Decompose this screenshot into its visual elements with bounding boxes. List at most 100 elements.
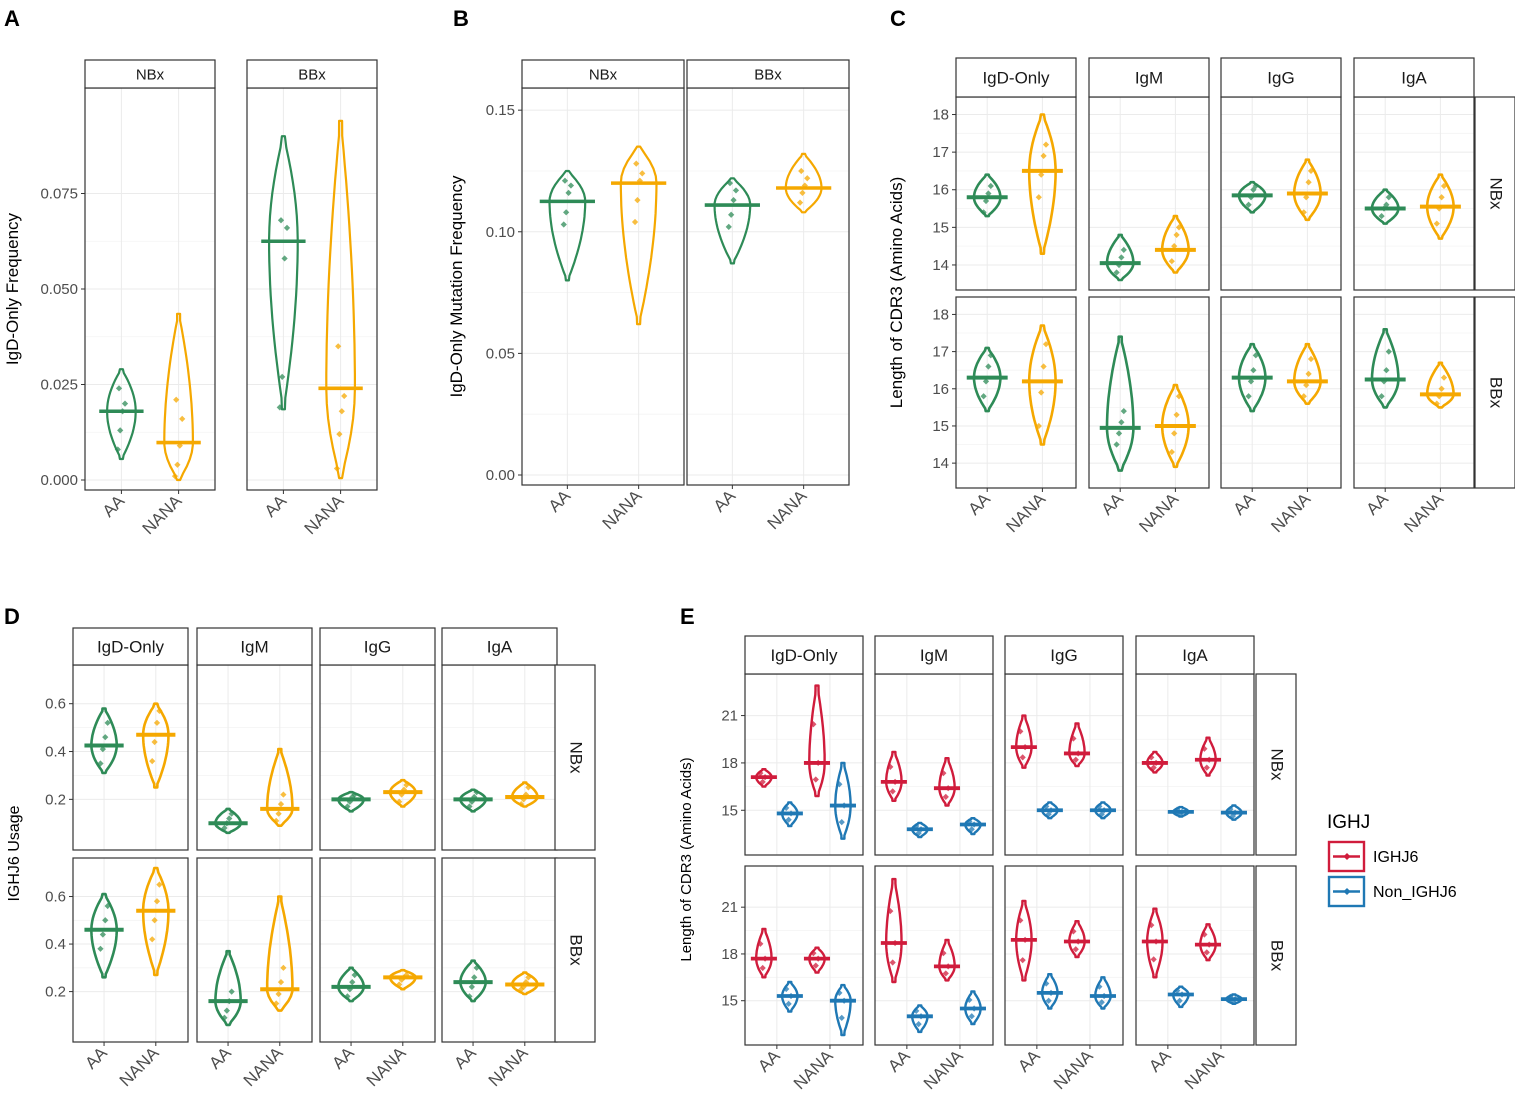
data-point — [1173, 231, 1180, 238]
violin-aa — [453, 959, 493, 1003]
violin-outline — [1105, 335, 1135, 472]
y-tick-label: 0.4 — [45, 744, 66, 761]
x-tick-label: AA — [1363, 489, 1393, 519]
data-point — [344, 803, 351, 810]
data-point — [1307, 167, 1315, 175]
violin-outline — [1425, 173, 1455, 240]
violin-aa-ighj6 — [880, 750, 907, 802]
y-tick-label: 21 — [721, 899, 738, 916]
facet-d-bbx-igd-only: AA NANA — [72, 857, 189, 1090]
violin-outline — [459, 959, 487, 1003]
violin-outline — [1041, 973, 1059, 1010]
violin-outline — [214, 949, 242, 1027]
y-axis-title: Length of CDR3 (Amino Acids) — [887, 177, 906, 409]
data-point — [466, 803, 473, 810]
data-point — [1042, 141, 1050, 148]
data-point — [1098, 999, 1105, 1006]
strip-label: IgG — [1267, 69, 1294, 88]
data-point — [1019, 957, 1026, 964]
data-point — [1175, 224, 1183, 231]
data-point — [1072, 756, 1079, 763]
y-tick-label: 16 — [932, 381, 949, 398]
y-tick-label: 0.2 — [45, 984, 66, 1001]
data-point — [887, 907, 894, 915]
violin-outline — [972, 173, 1002, 218]
panel-label-b: B — [453, 6, 469, 31]
violin-nana-ighj6 — [1063, 920, 1091, 959]
violin-outline — [1199, 923, 1217, 962]
x-tick-label: AA — [99, 491, 129, 521]
violin-outline — [265, 747, 294, 827]
violin-outline — [388, 778, 417, 808]
panel-bg — [687, 88, 849, 485]
data-point — [341, 392, 348, 400]
facet-strip — [1220, 57, 1342, 98]
violin-outline — [1425, 361, 1455, 409]
y-tick-label: 18 — [932, 306, 949, 323]
data-point — [1252, 352, 1259, 359]
facet-d-nbx-igm: IgM — [196, 627, 313, 851]
violin-nana-ighj6 — [803, 946, 831, 974]
strip-label: IgM — [920, 646, 948, 665]
violin-aa-non_ighj6 — [1036, 801, 1063, 820]
data-point — [1113, 269, 1120, 276]
violin-outline — [1094, 801, 1112, 820]
data-point — [1070, 735, 1077, 742]
facet-strip — [196, 627, 313, 666]
data-point — [273, 1000, 280, 1007]
facet-e-bbx-igg: AA NANA — [1004, 865, 1124, 1093]
strip-label: NBx — [589, 66, 618, 83]
violin-aa-non_ighj6 — [1036, 973, 1063, 1010]
x-tick-label: AA — [710, 486, 740, 516]
violin-outline — [911, 821, 929, 839]
data-point — [1150, 956, 1157, 963]
violin-aa — [966, 173, 1008, 218]
data-point — [151, 917, 158, 924]
chart-b: NBx AA NANA BBx AA NANA 0.00 0.05 0.10 0.15 IgD-On… — [447, 59, 850, 533]
data-point — [1300, 209, 1307, 216]
data-point — [1385, 194, 1392, 201]
data-point — [1096, 983, 1103, 990]
data-point — [1017, 728, 1024, 735]
facet-a-nbx: NBx AA NANA — [84, 59, 216, 538]
violin-nana — [1419, 173, 1461, 240]
panel-label-e: E — [680, 604, 695, 629]
data-point — [1176, 997, 1183, 1004]
violin-nana — [505, 971, 545, 996]
data-point — [783, 804, 790, 812]
panel-border — [196, 857, 313, 1043]
data-point — [1438, 385, 1445, 392]
y-tick-label: 15 — [721, 993, 738, 1010]
y-tick-label: 0.025 — [40, 377, 78, 394]
x-tick-label: AA — [1145, 1046, 1175, 1076]
panel-bg — [1089, 97, 1209, 290]
violin-nana — [1021, 113, 1063, 255]
row-strip — [1255, 865, 1297, 1046]
data-point — [1072, 946, 1079, 953]
row-strip — [1255, 673, 1297, 856]
data-point — [275, 990, 282, 998]
data-point — [1120, 246, 1127, 254]
data-point — [102, 734, 109, 741]
violin-nana — [1286, 158, 1328, 222]
data-point — [1038, 171, 1045, 178]
violin-aa — [1364, 328, 1406, 409]
violin-outline — [1225, 804, 1243, 821]
violin-outline — [337, 966, 365, 1003]
facet-c-nbx-iga: IgA — [1353, 57, 1475, 291]
y-tick-label: 17 — [932, 144, 949, 161]
violin-outline — [781, 980, 799, 1013]
facet-strip — [1004, 635, 1124, 675]
violin-outline — [1370, 188, 1400, 225]
y-tick-label: 18 — [932, 107, 949, 124]
data-point — [757, 940, 764, 947]
panel-border — [1135, 865, 1255, 1046]
data-point — [1303, 381, 1310, 389]
y-tick-label: 0.00 — [486, 467, 515, 484]
row-strip — [1474, 296, 1515, 489]
x-tick-label: NANA — [1181, 1046, 1228, 1093]
data-point — [889, 788, 896, 795]
panel-bg — [956, 97, 1076, 290]
panel-label-c: C — [890, 6, 906, 31]
